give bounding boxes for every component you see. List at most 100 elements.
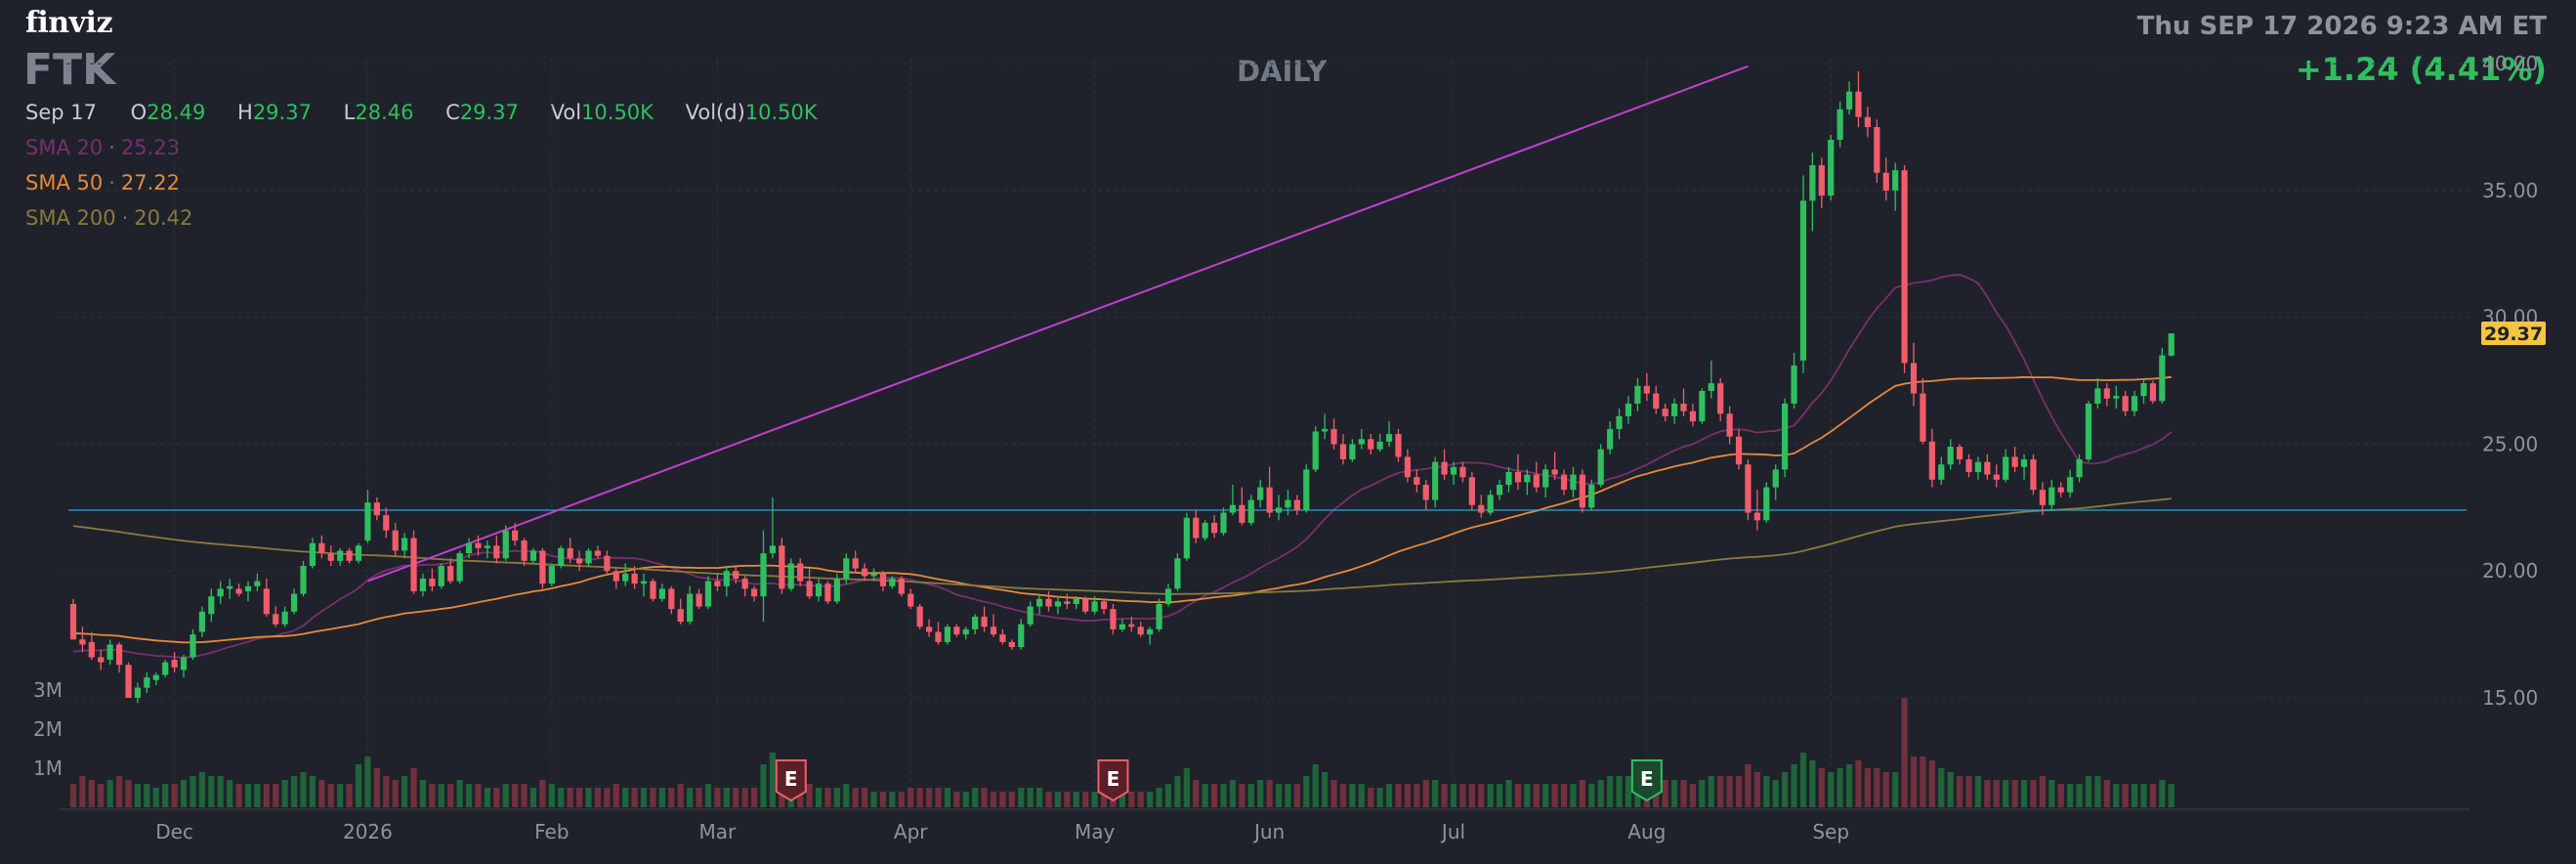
candle [1257,479,1264,508]
volume-bar [456,780,463,807]
volume-bar [2067,784,2074,807]
candle [1735,428,1743,470]
volume-bar [1708,776,1714,807]
earnings-marker[interactable]: E [1097,759,1129,802]
volume-bar [594,788,602,807]
candle [1339,434,1347,465]
candle-body [1625,403,1632,416]
candle-body [1414,477,1420,485]
volume-bar [125,780,132,807]
candle [2094,377,2101,410]
candle-body [2011,456,2018,467]
candle-body [1579,474,1585,508]
volume-bar [1882,772,1889,807]
candle [1202,520,1208,541]
volume-bar [1312,764,1319,807]
candle [456,550,463,584]
volume-bar [502,784,509,807]
candle [898,576,905,597]
candle-body [281,611,288,625]
candle [1772,464,1779,500]
candle [438,563,444,589]
candle [134,682,142,704]
volume-bar [438,784,444,807]
candle [1791,353,1797,410]
candle-body [1193,517,1200,539]
candle-body [714,581,721,586]
volume-bar [824,788,831,807]
candle [290,588,298,615]
candle [696,588,702,610]
volume-bar [1542,784,1549,807]
candle-body [1892,170,1899,191]
low-label: L [343,101,356,124]
high-value: 29.37 [252,101,312,124]
candle [125,662,132,698]
candle-body [2168,333,2175,356]
candle-body [1726,413,1733,437]
candle-body [392,530,399,551]
volume-bar [1497,784,1503,807]
volume-bar [898,792,905,807]
candle-body [475,542,482,548]
candle-body [916,606,923,627]
candle-body [833,579,840,602]
finviz-logo[interactable]: finviz [25,6,112,40]
volume-bar [1938,768,1945,807]
candle [1551,452,1558,480]
candle-body [1404,456,1411,478]
candle-body [1339,444,1347,460]
candle [640,573,648,597]
candle [1100,598,1108,615]
candle [1782,398,1789,478]
volume-bar [447,784,454,807]
earnings-marker[interactable]: E [1630,759,1663,802]
candle [925,619,933,637]
candle-body [1920,393,1926,442]
volume-bar [1782,772,1789,807]
volume-bar [2048,780,2055,807]
candle-body [696,593,702,607]
volume-bar [484,788,490,807]
candle [1091,596,1098,615]
candle-body [373,502,380,516]
candle-body [1468,477,1475,505]
volume-bar [1376,788,1383,807]
volume-bar [1137,792,1144,807]
candle [668,585,675,615]
candle [1882,157,1889,201]
candle [1036,593,1043,615]
volume-bar [1670,780,1678,807]
candle-body [1670,403,1678,416]
volume-bar [208,776,215,807]
volume-bar [244,784,252,807]
volume-bar [539,780,546,807]
candle [1275,495,1283,521]
candle-body [309,542,317,567]
candle-body [98,657,105,663]
candle-body [300,566,307,594]
earnings-marker[interactable]: E [775,759,807,802]
candle-body [1137,626,1144,635]
volume-bar [2159,780,2166,807]
volume-bar [1699,780,1706,807]
candle [1266,466,1273,518]
candle [180,654,188,678]
candle-body [935,631,942,642]
candle [2085,401,2092,462]
candle-body [1735,436,1743,465]
volume-bar [1818,768,1825,807]
candle [1928,428,1935,488]
sma20-value: 25.23 [120,136,181,159]
volume-bar [1422,780,1429,807]
candle [723,566,730,597]
volume-bar [870,792,877,807]
candle-body [797,563,804,582]
candle [1763,482,1770,523]
volume-bar [1478,784,1485,807]
candle-body [1791,366,1797,404]
candle [1487,490,1494,516]
volume-bar [604,788,611,807]
volume-bar [944,788,950,807]
